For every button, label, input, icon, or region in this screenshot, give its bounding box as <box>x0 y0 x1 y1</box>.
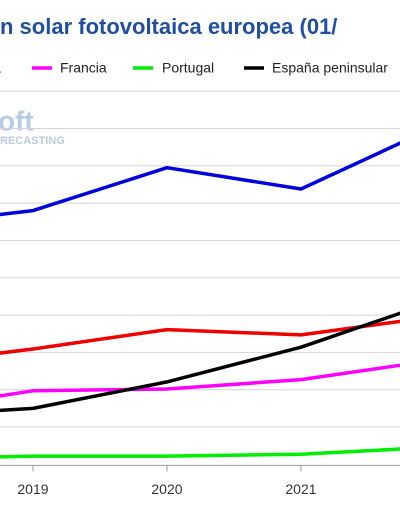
x-tick-label: 2020 <box>151 481 182 497</box>
x-tick-label: 2021 <box>285 481 316 497</box>
watermark: RECASTING <box>0 135 65 147</box>
series-line <box>0 141 400 217</box>
legend-label: España peninsular <box>272 60 388 76</box>
chart-title: n solar fotovoltaica europea (01/ <box>0 14 337 39</box>
legend-label: Portugal <box>162 60 214 76</box>
x-tick-label: 2019 <box>17 481 48 497</box>
legend-label: ia <box>0 60 1 76</box>
series-line <box>0 319 400 355</box>
series-line <box>0 311 400 413</box>
legend-label: Francia <box>60 60 107 76</box>
series-line <box>0 447 400 459</box>
watermark: oft <box>0 105 34 136</box>
series-line <box>0 363 400 398</box>
